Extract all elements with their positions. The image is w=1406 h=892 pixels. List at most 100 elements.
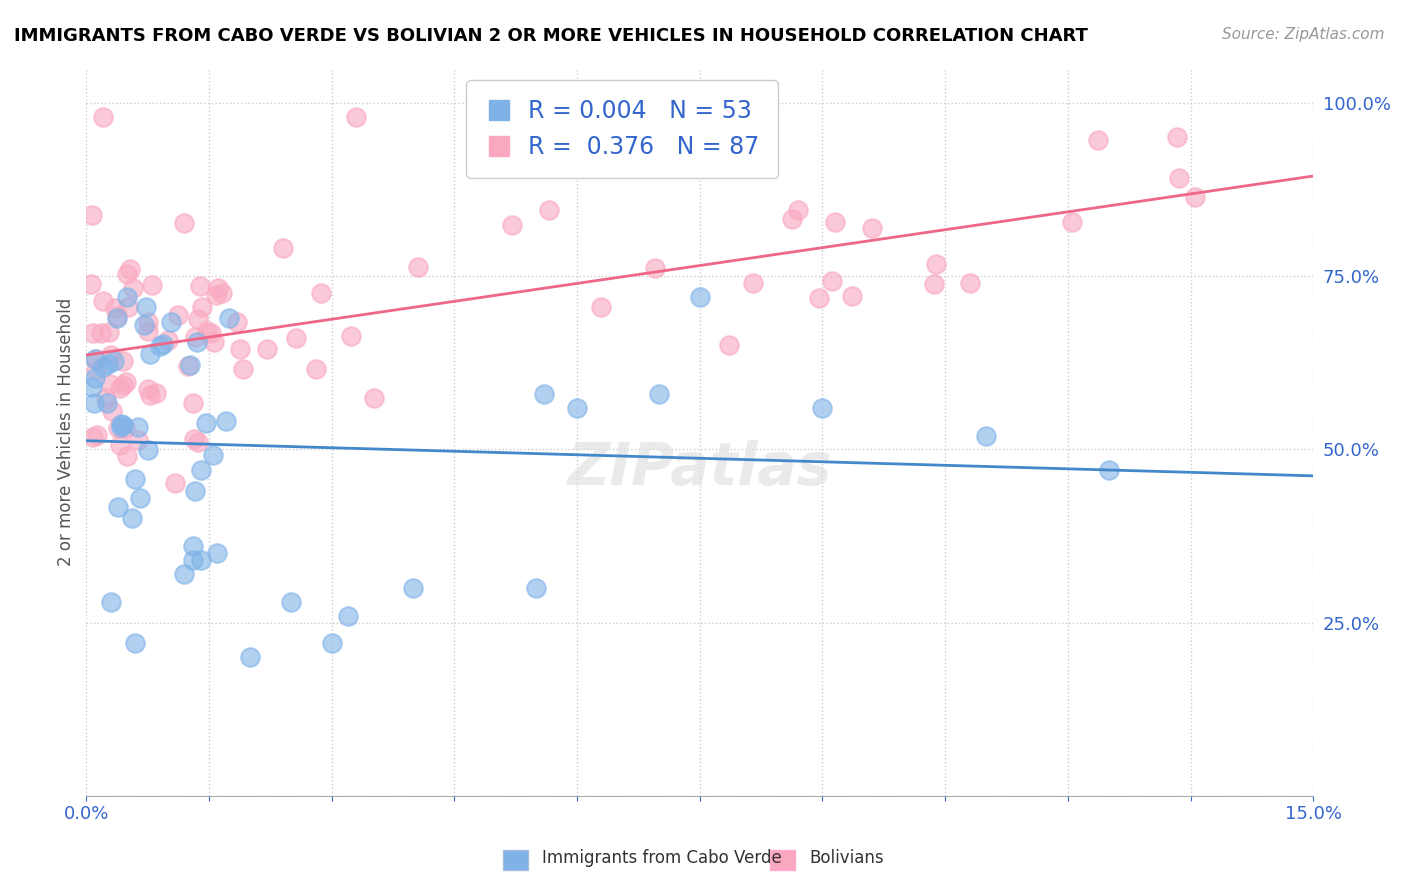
- Legend: R = 0.004   N = 53, R =  0.376   N = 87: R = 0.004 N = 53, R = 0.376 N = 87: [467, 80, 778, 178]
- Point: [280, 595, 302, 609]
- Point: [111, 378, 134, 392]
- Point: [205, 546, 228, 560]
- Point: [118, 262, 141, 277]
- Point: [80, 277, 103, 292]
- Point: [228, 342, 250, 356]
- Point: [344, 110, 367, 124]
- Point: [644, 261, 666, 276]
- Text: ZIPatlas: ZIPatlas: [568, 440, 832, 497]
- Point: [83, 395, 105, 409]
- Point: [105, 309, 128, 323]
- Point: [114, 420, 136, 434]
- Point: [311, 286, 333, 301]
- Point: [112, 418, 135, 433]
- Point: [205, 288, 228, 302]
- Point: [974, 428, 997, 442]
- Point: [145, 385, 167, 400]
- Point: [402, 581, 425, 595]
- Point: [1184, 190, 1206, 204]
- Point: [91, 293, 114, 308]
- Point: [103, 354, 125, 368]
- Point: [285, 331, 308, 345]
- Point: [1166, 130, 1188, 145]
- Point: [108, 381, 131, 395]
- Point: [110, 419, 132, 434]
- Point: [107, 500, 129, 514]
- Point: [202, 448, 225, 462]
- Point: [589, 300, 612, 314]
- Point: [86, 352, 108, 367]
- Point: [363, 391, 385, 405]
- Point: [152, 337, 174, 351]
- Point: [188, 279, 211, 293]
- Point: [239, 650, 262, 665]
- Point: [232, 361, 254, 376]
- Point: [84, 363, 107, 377]
- Point: [183, 484, 205, 499]
- Point: [82, 326, 104, 341]
- Point: [100, 348, 122, 362]
- Point: [187, 311, 209, 326]
- Point: [90, 326, 112, 341]
- Point: [821, 274, 844, 288]
- Point: [689, 290, 711, 304]
- Point: [808, 291, 831, 305]
- Point: [121, 511, 143, 525]
- Point: [135, 300, 157, 314]
- Point: [115, 449, 138, 463]
- Point: [141, 278, 163, 293]
- Point: [166, 308, 188, 322]
- Text: IMMIGRANTS FROM CABO VERDE VS BOLIVIAN 2 OR MORE VEHICLES IN HOUSEHOLD CORRELATI: IMMIGRANTS FROM CABO VERDE VS BOLIVIAN 2…: [14, 27, 1088, 45]
- Point: [501, 218, 523, 232]
- Point: [107, 421, 129, 435]
- Point: [80, 380, 103, 394]
- Point: [787, 202, 810, 217]
- Point: [1168, 171, 1191, 186]
- Point: [128, 491, 150, 506]
- Point: [218, 311, 240, 326]
- Point: [101, 404, 124, 418]
- Point: [811, 401, 834, 415]
- Point: [195, 324, 218, 338]
- Point: [97, 358, 120, 372]
- Point: [215, 413, 238, 427]
- Point: [195, 416, 218, 430]
- Point: [782, 211, 804, 226]
- Point: [191, 300, 214, 314]
- Point: [82, 430, 104, 444]
- Point: [96, 392, 118, 406]
- Point: [256, 343, 278, 357]
- Point: [537, 202, 560, 217]
- Point: [1098, 463, 1121, 477]
- Point: [1060, 215, 1083, 229]
- Point: [108, 438, 131, 452]
- Point: [104, 301, 127, 315]
- Point: [112, 353, 135, 368]
- Y-axis label: 2 or more Vehicles in Household: 2 or more Vehicles in Household: [58, 298, 75, 566]
- Point: [86, 427, 108, 442]
- Point: [110, 417, 132, 432]
- Point: [225, 316, 247, 330]
- Point: [181, 553, 204, 567]
- Point: [124, 472, 146, 486]
- Point: [139, 388, 162, 402]
- Point: [117, 301, 139, 315]
- Point: [1087, 132, 1109, 146]
- Point: [127, 420, 149, 434]
- Point: [159, 315, 181, 329]
- Point: [959, 276, 981, 290]
- Point: [190, 463, 212, 477]
- Point: [115, 376, 138, 390]
- Point: [136, 324, 159, 338]
- Point: [211, 286, 233, 301]
- Point: [163, 475, 186, 490]
- Point: [305, 361, 328, 376]
- Point: [181, 396, 204, 410]
- Text: Source: ZipAtlas.com: Source: ZipAtlas.com: [1222, 27, 1385, 42]
- Point: [742, 277, 765, 291]
- Point: [84, 352, 107, 367]
- Point: [337, 608, 360, 623]
- Point: [184, 330, 207, 344]
- Point: [190, 553, 212, 567]
- Point: [136, 383, 159, 397]
